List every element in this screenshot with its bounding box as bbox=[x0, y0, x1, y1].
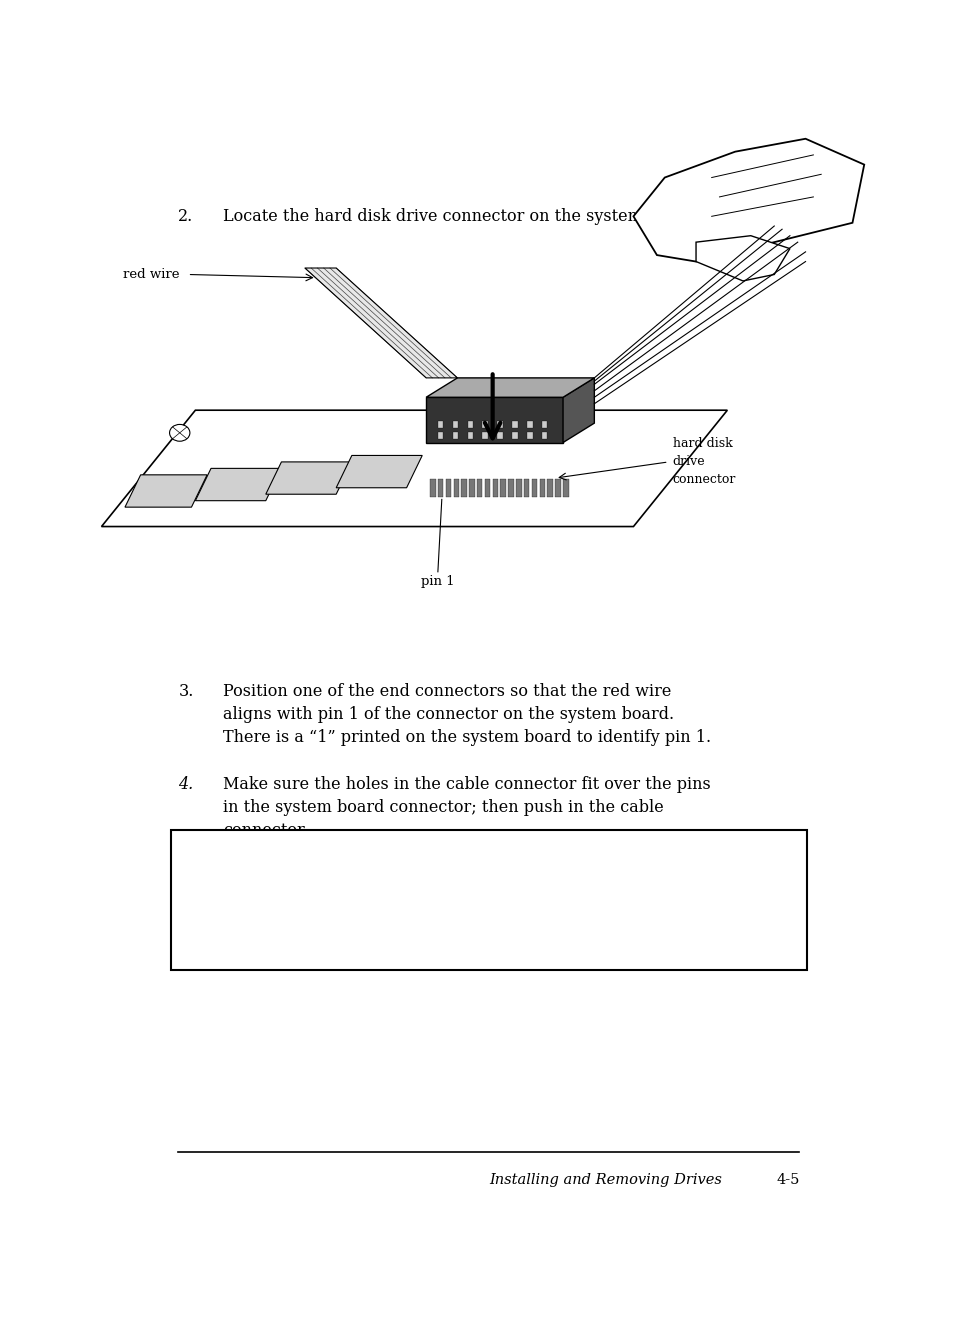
Text: in the system board connector; then push in the cable: in the system board connector; then push… bbox=[222, 799, 663, 817]
Bar bbox=[526, 431, 532, 439]
Text: pin 1: pin 1 bbox=[420, 575, 455, 588]
Text: Locate the hard disk drive connector on the system board.: Locate the hard disk drive connector on … bbox=[222, 208, 700, 224]
Bar bbox=[531, 479, 537, 497]
Polygon shape bbox=[696, 236, 789, 281]
Bar bbox=[492, 479, 497, 497]
Polygon shape bbox=[125, 475, 207, 508]
Polygon shape bbox=[426, 377, 594, 398]
Bar bbox=[453, 420, 457, 428]
Polygon shape bbox=[562, 377, 594, 442]
Text: 4-5: 4-5 bbox=[775, 1172, 799, 1186]
Bar bbox=[541, 420, 547, 428]
Bar bbox=[497, 431, 502, 439]
Bar bbox=[508, 479, 514, 497]
Text: could severely damage your system board when you push in: could severely damage your system board … bbox=[193, 894, 683, 912]
Polygon shape bbox=[195, 469, 281, 501]
Bar bbox=[461, 479, 466, 497]
Bar bbox=[512, 420, 517, 428]
Polygon shape bbox=[426, 398, 562, 442]
Text: hard disk
drive
connector: hard disk drive connector bbox=[672, 438, 735, 486]
Bar bbox=[539, 479, 544, 497]
Bar bbox=[500, 479, 505, 497]
Polygon shape bbox=[335, 455, 422, 488]
Bar bbox=[437, 431, 443, 439]
Text: 2.: 2. bbox=[178, 208, 193, 224]
Bar bbox=[555, 479, 560, 497]
Text: Caution: Caution bbox=[193, 841, 273, 858]
Bar bbox=[562, 479, 568, 497]
Text: 4.: 4. bbox=[178, 776, 193, 794]
Text: Installing and Removing Drives: Installing and Removing Drives bbox=[488, 1172, 721, 1186]
Bar bbox=[467, 431, 473, 439]
Bar bbox=[437, 479, 443, 497]
Bar bbox=[512, 431, 517, 439]
Polygon shape bbox=[633, 138, 863, 262]
Bar bbox=[453, 431, 457, 439]
Bar bbox=[516, 479, 521, 497]
Text: the  cable  connector.: the cable connector. bbox=[193, 917, 368, 935]
Polygon shape bbox=[266, 462, 352, 494]
Bar bbox=[476, 479, 482, 497]
Bar bbox=[453, 479, 458, 497]
Text: connector.: connector. bbox=[222, 822, 308, 839]
Polygon shape bbox=[101, 410, 726, 526]
Polygon shape bbox=[305, 269, 457, 377]
Circle shape bbox=[170, 424, 190, 442]
Text: 3.: 3. bbox=[178, 684, 193, 701]
Bar bbox=[482, 431, 487, 439]
Bar bbox=[467, 420, 473, 428]
Bar bbox=[469, 479, 475, 497]
Text: Make sure the holes in the cable connector fit over the pins: Make sure the holes in the cable connect… bbox=[222, 776, 710, 794]
Bar bbox=[523, 479, 529, 497]
Bar bbox=[547, 479, 553, 497]
Bar bbox=[484, 479, 490, 497]
Text: If you do not correctly align the holes with the pins, you: If you do not correctly align the holes … bbox=[193, 872, 650, 889]
Bar bbox=[430, 479, 436, 497]
Bar bbox=[526, 420, 532, 428]
Text: There is a “1” printed on the system board to identify pin 1.: There is a “1” printed on the system boa… bbox=[222, 729, 710, 745]
Bar bbox=[497, 420, 502, 428]
Text: aligns with pin 1 of the connector on the system board.: aligns with pin 1 of the connector on th… bbox=[222, 706, 673, 723]
Bar bbox=[445, 479, 451, 497]
Bar bbox=[437, 420, 443, 428]
Text: Position one of the end connectors so that the red wire: Position one of the end connectors so th… bbox=[222, 684, 670, 701]
Bar bbox=[482, 420, 487, 428]
Bar bbox=[541, 431, 547, 439]
Text: red wire: red wire bbox=[123, 269, 179, 281]
FancyBboxPatch shape bbox=[171, 830, 806, 970]
